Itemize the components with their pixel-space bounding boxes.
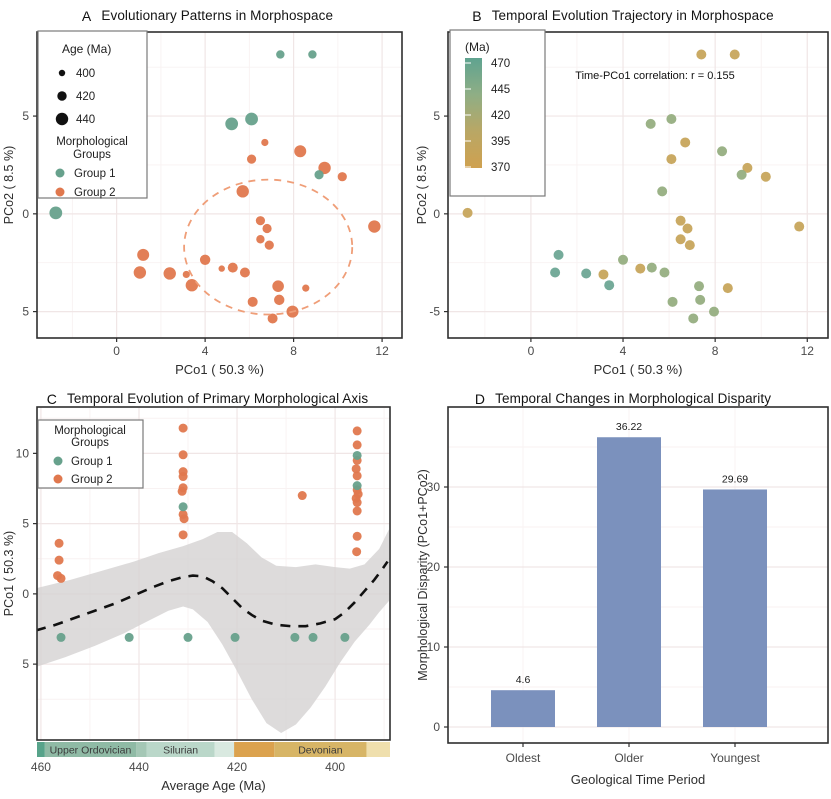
svg-text:Youngest: Youngest [710,751,760,765]
svg-text:400: 400 [325,760,345,774]
svg-text:PCo1 ( 50.3 %): PCo1 ( 50.3 %) [175,362,264,377]
svg-text:Age (Ma): Age (Ma) [62,42,111,56]
svg-text:12: 12 [801,344,815,358]
panel-b-chart: 0 4 8 12 5 0 -5 PCo1 ( 50.3 %) PCo2 ( 8.5 %) Time… [415,29,829,377]
svg-text:4: 4 [620,344,627,358]
svg-text:(Ma): (Ma) [465,40,490,54]
svg-text:10: 10 [427,640,441,654]
svg-text:8: 8 [290,344,297,358]
svg-text:Oldest: Oldest [506,751,541,765]
svg-text:4.6: 4.6 [516,674,531,686]
panel-c-title: C Temporal Evolution of Primary Morpholo… [0,391,415,407]
svg-text:Average Age (Ma): Average Age (Ma) [161,778,266,793]
panel-b-title-text: Temporal Evolution Trajectory in Morphos… [491,8,774,23]
svg-text:420: 420 [76,91,95,103]
svg-text:4: 4 [202,344,209,358]
panel-b-title: B Temporal Evolution Trajectory in Morph… [415,8,831,24]
svg-text:420: 420 [227,760,247,774]
svg-text:470: 470 [491,58,510,70]
svg-text:Upper Ordovician: Upper Ordovician [50,745,132,757]
svg-text:30: 30 [427,480,441,494]
svg-text:Group 2: Group 2 [74,187,116,199]
svg-text:Groups: Groups [71,437,109,449]
svg-text:10: 10 [16,446,30,460]
svg-text:Geological Time Period: Geological Time Period [571,772,705,787]
svg-text:5: 5 [22,109,29,123]
panel-a-title: A Evolutionary Patterns in Morphospace [0,8,415,24]
svg-text:Group 2: Group 2 [71,474,113,486]
panel-d-tag: D [474,391,486,407]
svg-text:0: 0 [22,207,29,221]
svg-text:29.69: 29.69 [722,473,748,485]
panel-c-tag: C [46,391,58,407]
svg-text:Morphological Disparity (PCo1+: Morphological Disparity (PCo1+PCo2) [416,469,430,681]
svg-text:400: 400 [76,68,95,80]
svg-text:370: 370 [491,162,510,174]
svg-text:PCo1 ( 50.3 %): PCo1 ( 50.3 %) [594,362,683,377]
svg-text:PCo2 ( 8.5 %): PCo2 ( 8.5 %) [415,146,429,225]
svg-text:Older: Older [614,751,643,765]
svg-text:0: 0 [433,720,440,734]
panel-a-title-text: Evolutionary Patterns in Morphospace [101,8,334,23]
svg-text:445: 445 [491,84,510,96]
svg-text:20: 20 [427,560,441,574]
panel-d-title-text: Temporal Changes in Morphological Dispar… [495,391,772,406]
panel-c: Upper Ordovician Silurian Devonian 460 440 42… [0,390,415,799]
svg-text:-5: -5 [429,305,440,319]
panel-b: 0 4 8 12 5 0 -5 PCo1 ( 50.3 %) PCo2 ( 8.5 %) Time… [415,0,831,390]
svg-text:PCo2 ( 8.5 %): PCo2 ( 8.5 %) [2,146,16,225]
panel-c-title-text: Temporal Evolution of Primary Morphologi… [67,391,369,406]
svg-text:420: 420 [491,110,510,122]
svg-text:Group 1: Group 1 [74,168,116,180]
svg-text:0: 0 [22,587,29,601]
panel-b-tag: B [472,8,482,24]
panel-a-chart: 0 4 8 12 5 0 5 PCo1 ( 50.3 %) PCo2 ( 8.5 %) Age (… [2,30,403,377]
panel-a-tag: A [81,8,92,24]
svg-text:12: 12 [375,344,389,358]
svg-text:395: 395 [491,136,510,148]
panel-d: 4.6 36.22 29.69 0 10 20 30 Oldest Older Youngest G… [415,390,831,799]
svg-text:Morphological: Morphological [54,425,126,437]
svg-text:0: 0 [528,344,535,358]
svg-text:Time-PCo1 correlation: r = 0.1: Time-PCo1 correlation: r = 0.155 [575,70,734,82]
svg-text:5: 5 [22,305,29,319]
svg-text:460: 460 [31,760,51,774]
svg-text:Devonian: Devonian [298,745,343,757]
panel-a: 0 4 8 12 5 0 5 PCo1 ( 50.3 %) PCo2 ( 8.5 %) Age (… [0,0,415,390]
svg-text:Silurian: Silurian [163,745,198,757]
svg-text:5: 5 [433,109,440,123]
svg-text:0: 0 [433,207,440,221]
svg-text:PCo1 ( 50.3 %): PCo1 ( 50.3 %) [2,531,16,616]
svg-text:Morphological: Morphological [56,136,128,148]
panel-d-chart: 4.6 36.22 29.69 0 10 20 30 Oldest Older Youngest G… [416,406,829,787]
svg-text:Group 1: Group 1 [71,456,113,468]
panel-d-title: D Temporal Changes in Morphological Disp… [415,391,831,407]
svg-text:8: 8 [712,344,719,358]
panel-c-chart: Upper Ordovician Silurian Devonian 460 440 42… [2,406,391,793]
svg-text:5: 5 [22,517,29,531]
svg-text:440: 440 [76,114,95,126]
svg-text:Groups: Groups [73,149,111,161]
svg-text:440: 440 [129,760,149,774]
svg-text:0: 0 [113,344,120,358]
svg-text:36.22: 36.22 [616,421,642,433]
svg-text:5: 5 [22,657,29,671]
